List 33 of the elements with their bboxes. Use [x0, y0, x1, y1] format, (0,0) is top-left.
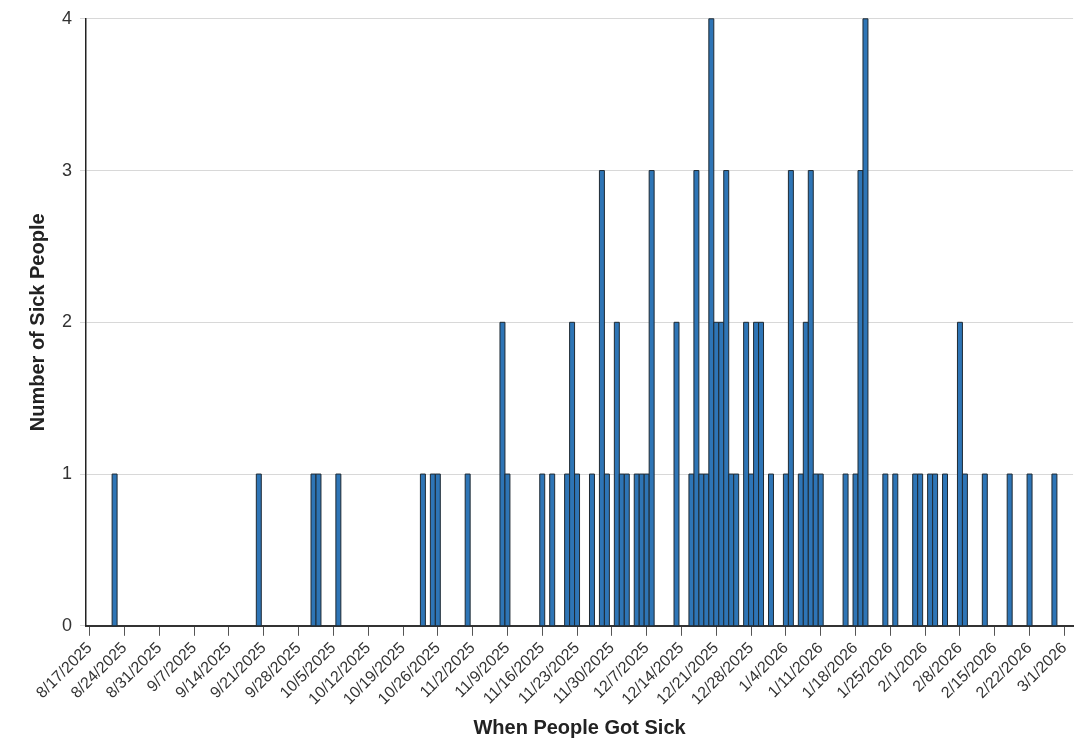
bar	[419, 473, 426, 627]
y-tick-label: 4	[62, 7, 73, 28]
y-axis-title: Number of Sick People	[25, 213, 48, 432]
bar	[335, 473, 342, 627]
bar	[807, 170, 814, 627]
y-tick-label: 0	[62, 614, 73, 635]
bar	[882, 473, 889, 627]
bar	[787, 170, 794, 627]
bar	[892, 473, 899, 627]
bar	[464, 473, 471, 627]
bar	[1051, 473, 1058, 627]
bar	[743, 321, 750, 627]
bar	[981, 473, 988, 627]
bar	[842, 473, 849, 627]
bar	[588, 473, 595, 627]
bar	[817, 473, 824, 627]
y-tick-label: 2	[62, 311, 73, 332]
y-tick-label: 3	[62, 159, 73, 180]
bar	[623, 473, 630, 627]
bar	[673, 321, 680, 627]
bar	[255, 473, 262, 627]
bar	[768, 473, 774, 627]
bar	[942, 473, 949, 627]
bar	[648, 170, 655, 627]
bar	[613, 321, 620, 627]
bar	[434, 473, 441, 627]
bar	[539, 473, 546, 627]
bar	[1006, 473, 1013, 627]
y-tick-label: 1	[62, 463, 73, 484]
bar	[1026, 473, 1033, 627]
bar	[111, 473, 118, 627]
bar	[549, 473, 556, 627]
x-axis-title: When People Got Sick	[473, 715, 687, 738]
